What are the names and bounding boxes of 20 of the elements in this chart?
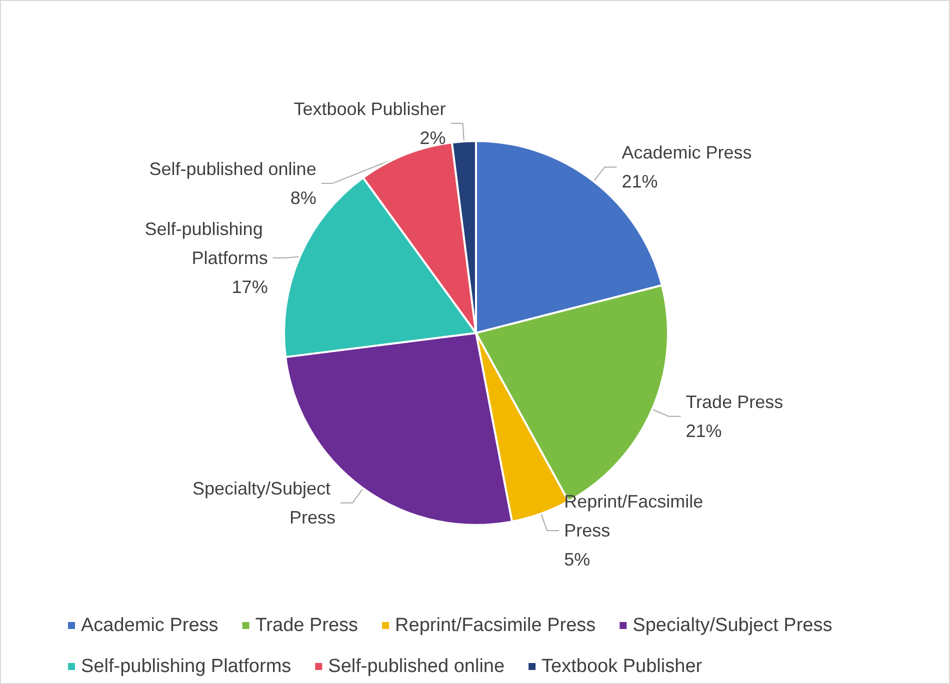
legend-label: Trade Press xyxy=(255,615,358,636)
legend-label: Specialty/Subject Press xyxy=(632,615,832,636)
slice-label: Trade Press xyxy=(686,392,784,412)
legend-label: Self-published online xyxy=(328,656,505,677)
data-label: 5% xyxy=(564,550,590,570)
legend-label: Reprint/Facsimile Press xyxy=(395,615,596,636)
data-label: 17% xyxy=(232,276,268,297)
slice-label: Reprint/Facsimile Press xyxy=(564,492,708,541)
data-label: 2% xyxy=(420,128,446,148)
legend-label: Textbook Publisher xyxy=(542,656,703,677)
slice-label: Self-published online xyxy=(149,158,316,179)
data-label: 21% xyxy=(622,172,658,192)
slice-label: Self-publishing Platforms xyxy=(144,218,268,268)
data-label: 21% xyxy=(686,420,722,441)
data-label: 8% xyxy=(290,188,316,208)
slice-label: Academic Press xyxy=(622,142,752,163)
slice-label: Specialty/Subject Press xyxy=(192,478,336,528)
legend-label: Self-publishing Platforms xyxy=(81,656,292,677)
slice-label: Textbook Publisher xyxy=(294,98,446,119)
legend-label: Academic Press xyxy=(81,615,218,636)
